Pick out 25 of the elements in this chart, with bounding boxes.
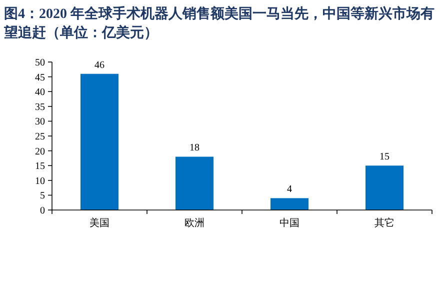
y-tick-label: 0 [40, 206, 45, 216]
y-tick-label: 20 [35, 146, 45, 158]
x-tick-label: 中国 [280, 217, 300, 229]
y-tick-label: 35 [35, 102, 45, 113]
y-tick-label: 25 [35, 132, 45, 142]
data-label: 15 [380, 152, 390, 163]
y-tick-label: 50 [35, 58, 45, 68]
x-tick-label: 其它 [374, 217, 394, 229]
data-label: 18 [190, 142, 200, 154]
bar [270, 198, 308, 210]
y-tick-label: 30 [35, 116, 45, 128]
bar [176, 156, 214, 210]
y-tick-label: 15 [35, 161, 45, 172]
y-tick-label: 40 [35, 87, 45, 98]
data-label: 46 [94, 60, 104, 71]
y-tick-label: 5 [40, 190, 45, 202]
title: 图4：2020 年全球手术机器人销售额美国一马当先，中国等新兴市场有望追赶（单位：亿美元） [4, 7, 434, 41]
bar [80, 74, 118, 210]
bar [366, 166, 404, 210]
data-label: 4 [287, 184, 292, 196]
y-tick-label: 10 [35, 176, 45, 187]
x-tick-label: 欧洲 [184, 217, 204, 229]
y-tick-label: 45 [35, 72, 45, 84]
x-tick-label: 美国 [90, 217, 110, 229]
plot: 0 5 10 15 20 25 30 35 40 45 50 46 18 4 15 美国 欧洲 中国 其它 [35, 58, 432, 229]
